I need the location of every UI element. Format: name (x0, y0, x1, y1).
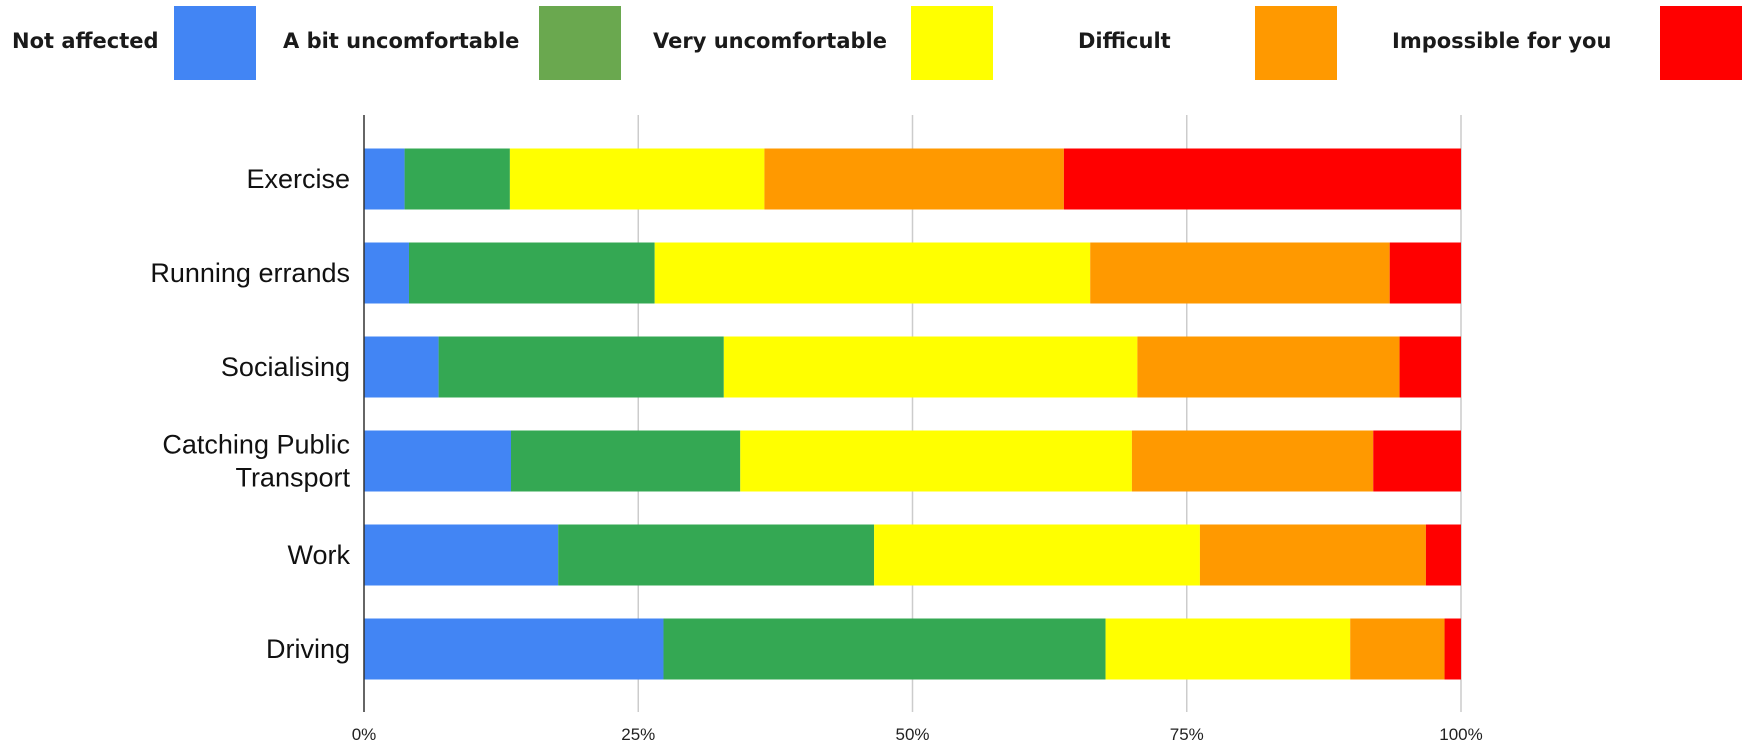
x-tick-label-2: 50% (895, 725, 929, 743)
bar-2-4 (1399, 336, 1461, 398)
bar-0-2 (509, 148, 765, 210)
bar-3-0 (364, 430, 511, 492)
category-label-4: Work (287, 540, 350, 570)
legend-swatch-3 (1255, 6, 1337, 80)
bar-4-4 (1425, 524, 1461, 586)
bar-0-3 (764, 148, 1064, 210)
bar-3-4 (1373, 430, 1461, 492)
bar-5-2 (1105, 618, 1351, 680)
bar-4-3 (1199, 524, 1426, 586)
legend-swatch-4 (1660, 6, 1742, 80)
legend-swatch-0 (174, 6, 256, 80)
legend-label-3: Difficult (1078, 29, 1171, 53)
category-label-0: Exercise (246, 164, 350, 194)
bar-5-0 (364, 618, 664, 680)
bar-1-1 (408, 242, 655, 304)
legend-label-0: Not affected (12, 29, 159, 53)
category-label-2: Socialising (221, 352, 350, 382)
bar-1-2 (654, 242, 1091, 304)
x-tick-label-3: 75% (1170, 725, 1204, 743)
bar-2-1 (438, 336, 724, 398)
bar-1-0 (364, 242, 409, 304)
category-labels: Exercise Running errands Socialising Catchi… (150, 164, 350, 664)
bar-0-0 (364, 148, 405, 210)
x-tick-label-4: 100% (1439, 725, 1482, 743)
bar-1-3 (1090, 242, 1390, 304)
x-tick-label-0: 0% (352, 725, 377, 743)
x-tick-labels: 0% 25% 50% 75% 100% (352, 725, 1483, 743)
legend-label-2: Very uncomfortable (653, 29, 887, 53)
bar-5-1 (663, 618, 1106, 680)
bar-4-2 (874, 524, 1200, 586)
bar-0-4 (1063, 148, 1461, 210)
legend-swatch-1 (539, 6, 621, 80)
bar-3-3 (1131, 430, 1374, 492)
category-label-3-line-0: Catching Public (162, 430, 350, 460)
bar-2-2 (723, 336, 1138, 398)
legend-label-4: Impossible for you (1392, 29, 1611, 53)
legend: Not affected A bit uncomfortable Very unco… (12, 6, 1742, 80)
bar-2-3 (1137, 336, 1400, 398)
category-label-1: Running errands (150, 258, 350, 288)
bar-5-4 (1444, 618, 1461, 680)
bar-4-0 (364, 524, 559, 586)
bar-2-0 (364, 336, 439, 398)
bar-3-2 (740, 430, 1132, 492)
category-label-5: Driving (266, 634, 350, 664)
bar-0-1 (404, 148, 510, 210)
bars (364, 148, 1461, 680)
bar-4-1 (558, 524, 875, 586)
bar-5-3 (1350, 618, 1445, 680)
category-label-3-line-1: Transport (235, 463, 350, 493)
gridlines (637, 115, 1462, 712)
bar-3-1 (510, 430, 741, 492)
x-tick-label-1: 25% (621, 725, 655, 743)
legend-swatch-2 (911, 6, 993, 80)
bar-1-4 (1389, 242, 1461, 304)
legend-label-1: A bit uncomfortable (283, 29, 519, 53)
